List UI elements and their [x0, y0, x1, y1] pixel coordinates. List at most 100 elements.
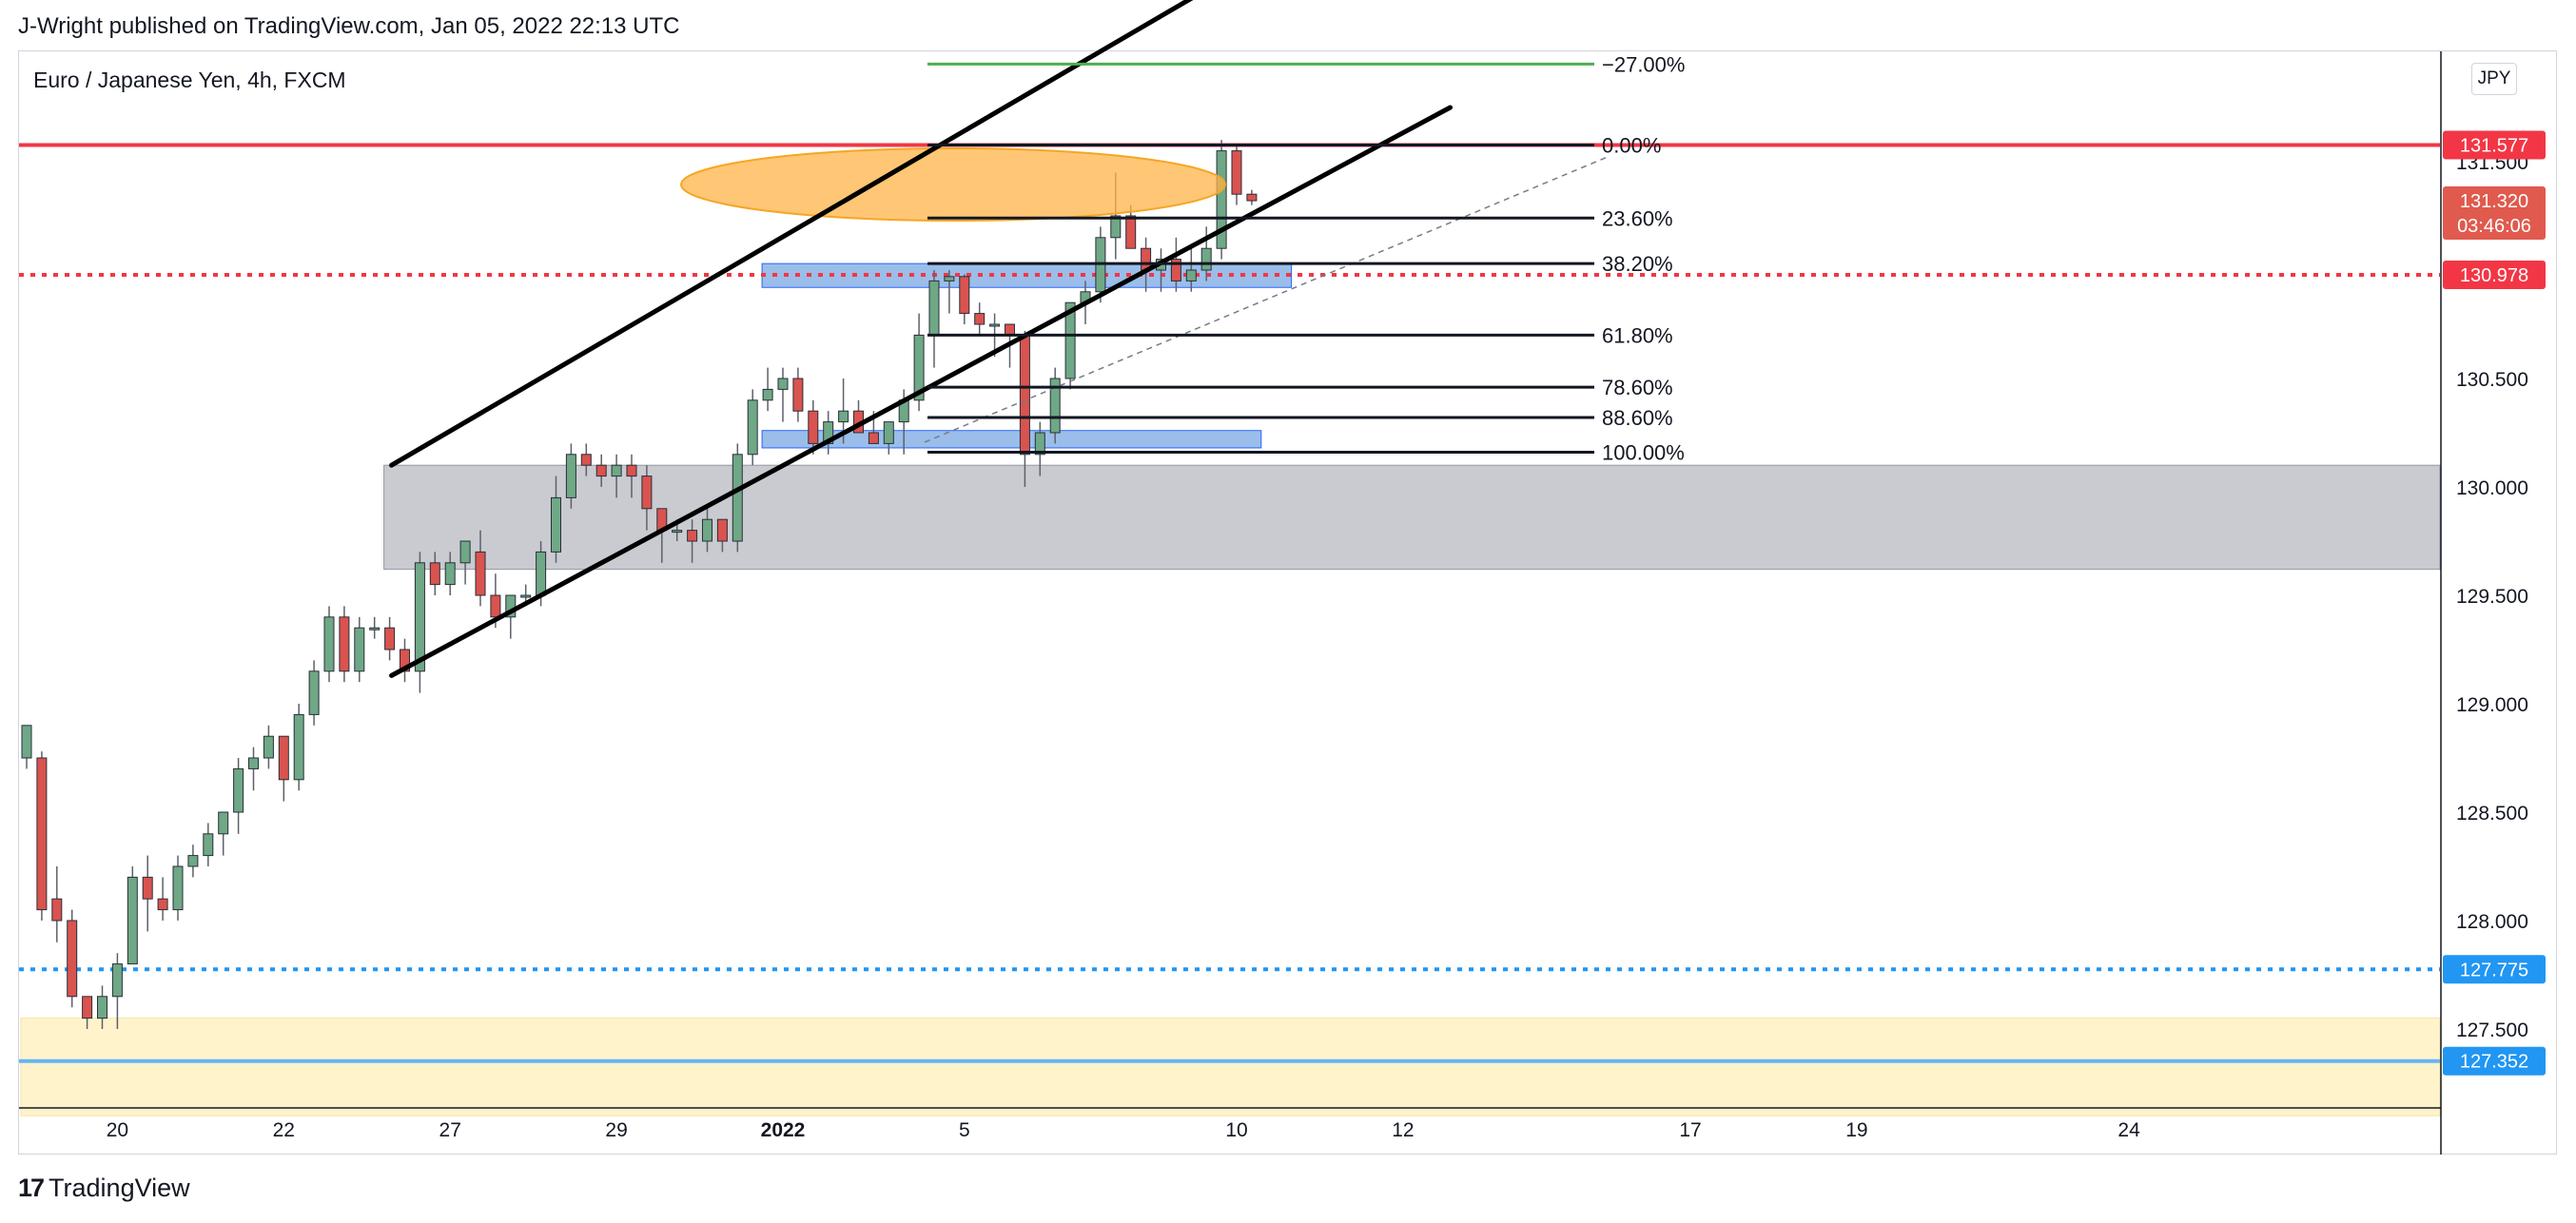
candle-body-up — [747, 399, 758, 456]
candle-body-up — [672, 530, 683, 534]
candle-body-up — [838, 410, 849, 423]
tradingview-logo-icon: 17 — [18, 1174, 45, 1202]
candle-body-up — [308, 670, 320, 715]
price-tag-value: 131.577 — [2460, 135, 2528, 156]
candle — [384, 616, 396, 661]
candle-body-up — [732, 454, 743, 542]
candle-body-up — [505, 594, 517, 618]
candle-body-down — [51, 898, 63, 922]
candle-body-down — [1170, 259, 1181, 281]
candle — [883, 421, 894, 455]
candle-body-down — [475, 551, 486, 596]
candle — [293, 704, 304, 791]
price-tag-box — [2443, 955, 2546, 984]
candle-body-down — [974, 313, 986, 325]
candle-body-up — [172, 865, 184, 911]
candle-body-down — [157, 898, 168, 911]
candle-body-up — [111, 963, 123, 998]
candle-body-up — [777, 378, 789, 390]
publisher-header: J-Wright published on TradingView.com, J… — [18, 13, 680, 39]
candle-body-up — [536, 551, 547, 596]
candle-body-down — [580, 454, 592, 466]
gray-support-zone — [383, 464, 2441, 571]
candle — [732, 443, 743, 553]
candle-body-up — [127, 876, 138, 965]
candle-body-down — [490, 594, 501, 618]
price-tag: 127.775 — [2443, 955, 2546, 984]
candle — [595, 454, 607, 487]
candle-body-up — [1216, 150, 1227, 249]
chart-frame — [18, 50, 2557, 1155]
price-tag-value: 130.978 — [2460, 265, 2528, 286]
currency-button[interactable]: JPY — [2471, 63, 2517, 95]
candle-body-up — [702, 518, 712, 542]
time-tick-label: 20 — [107, 1119, 128, 1141]
candle-body-up — [97, 996, 107, 1019]
candle — [944, 270, 955, 314]
candle-body-up — [444, 562, 456, 586]
price-tick-label: 130.000 — [2456, 477, 2528, 499]
candle-body-up — [248, 757, 259, 769]
tradingview-footer[interactable]: 17 TradingView — [18, 1174, 190, 1203]
resistance-ellipse — [680, 147, 1226, 222]
fib-level-label: 38.20% — [1602, 252, 1673, 276]
candle — [111, 953, 123, 1029]
candle-body-up — [459, 540, 471, 564]
candle-body-up — [323, 616, 335, 672]
candle-body-up — [913, 334, 925, 401]
candle-body-up — [1200, 247, 1212, 271]
candle-body-down — [1019, 334, 1030, 456]
price-tag-box — [2443, 261, 2546, 290]
candle — [67, 909, 78, 1008]
fib-level-label: 100.00% — [1602, 441, 1685, 465]
symbol-title[interactable]: Euro / Japanese Yen, 4h, FXCM — [33, 68, 346, 92]
candle-body-up — [520, 594, 532, 598]
candle-body-down — [868, 432, 879, 444]
candle — [1049, 367, 1061, 444]
candle-body-up — [263, 735, 274, 759]
candle — [762, 367, 773, 412]
time-tick-label: 17 — [1679, 1119, 1701, 1141]
candle-body-down — [278, 735, 289, 781]
candle — [792, 367, 804, 422]
price-tag-box — [2443, 130, 2546, 160]
candle — [429, 552, 440, 595]
price-tick-label: 128.000 — [2456, 911, 2528, 933]
channel-upper-line — [389, 0, 1194, 468]
candle — [157, 877, 168, 921]
candle — [959, 274, 970, 324]
candle — [203, 823, 214, 866]
candle-body-up — [187, 855, 199, 867]
candle — [278, 735, 289, 802]
candle — [716, 518, 728, 553]
price-tag-value: 127.352 — [2460, 1052, 2528, 1073]
channel-lower-line — [389, 105, 1454, 678]
candle-body-down — [400, 649, 410, 672]
candle — [687, 519, 698, 563]
candle-body-up — [944, 276, 955, 281]
candle — [263, 725, 274, 769]
candle-body-up — [369, 627, 381, 631]
candle — [626, 454, 637, 498]
time-tick-label: 22 — [273, 1119, 295, 1141]
price-tag: 130.978 — [2443, 261, 2546, 290]
candle-body-up — [218, 811, 229, 835]
candle — [51, 866, 63, 942]
price-tag: 131.320 03:46:06 — [2443, 186, 2546, 241]
yellow-demand-zone — [20, 1018, 2441, 1116]
candle-body-up — [21, 725, 32, 759]
candle — [1185, 248, 1197, 292]
candle — [127, 866, 138, 965]
price-tag-value: 131.320 — [2460, 191, 2528, 212]
fib-level-label: 61.80% — [1602, 323, 1673, 347]
candle-body-down — [808, 410, 819, 444]
candle — [611, 454, 622, 498]
candle — [172, 855, 184, 921]
candle — [248, 747, 259, 791]
candle-body-up — [928, 280, 940, 336]
candle-body-up — [989, 323, 1001, 327]
candle-body-down — [792, 378, 804, 412]
candle — [323, 606, 335, 683]
candle — [747, 389, 758, 466]
